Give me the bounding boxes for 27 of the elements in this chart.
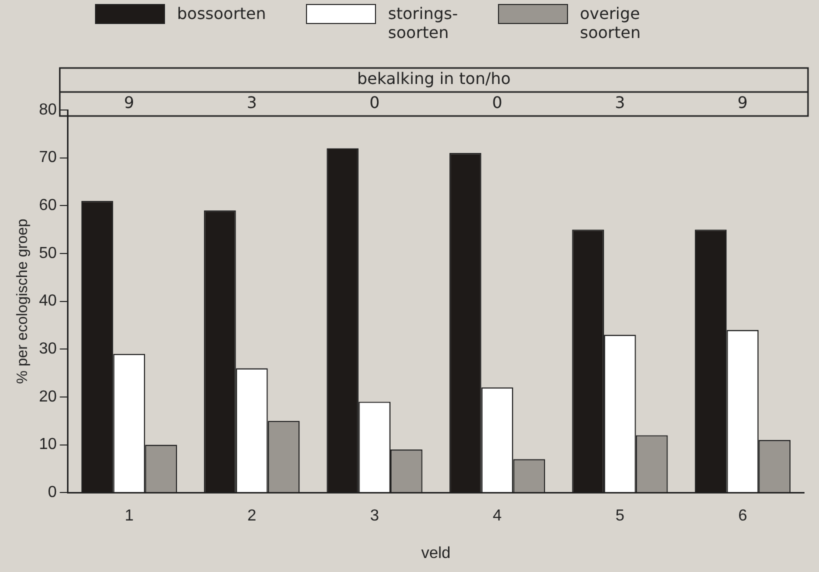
legend-label: overige soorten [580, 4, 641, 42]
annotation: 0 [492, 93, 502, 112]
y-tick-label: 10 [39, 436, 57, 454]
y-tick-label: 0 [48, 484, 57, 502]
x-tick-label: 3 [370, 508, 380, 525]
y-axis-title: % per ecologische groep [14, 218, 32, 384]
y-tick-label: 70 [39, 149, 57, 166]
y-tick-label: 50 [39, 244, 57, 262]
y-tick-label: 60 [39, 197, 57, 214]
annotation: 9 [738, 93, 748, 112]
text: bekalking in ton/ho [357, 69, 511, 88]
x-axis-title: veld [421, 544, 451, 562]
annotation: 9 [124, 93, 134, 112]
y-tick-label: 30 [39, 340, 57, 358]
x-tick-label: 2 [247, 508, 256, 525]
y-tick-label: 20 [39, 388, 57, 406]
annotation: 3 [246, 93, 257, 112]
x-tick-label: 5 [615, 508, 624, 525]
y-tick-label: 40 [39, 292, 57, 310]
legend-label: storings- soorten [388, 4, 458, 42]
legend-label: bossoorten [177, 4, 266, 23]
x-tick-label: 1 [124, 508, 134, 525]
annotation: 3 [614, 93, 626, 112]
annotation: 0 [369, 93, 380, 112]
x-tick-label: 4 [492, 508, 502, 525]
x-tick-label: 6 [738, 508, 748, 525]
y-tick-label: 80 [39, 101, 57, 118]
